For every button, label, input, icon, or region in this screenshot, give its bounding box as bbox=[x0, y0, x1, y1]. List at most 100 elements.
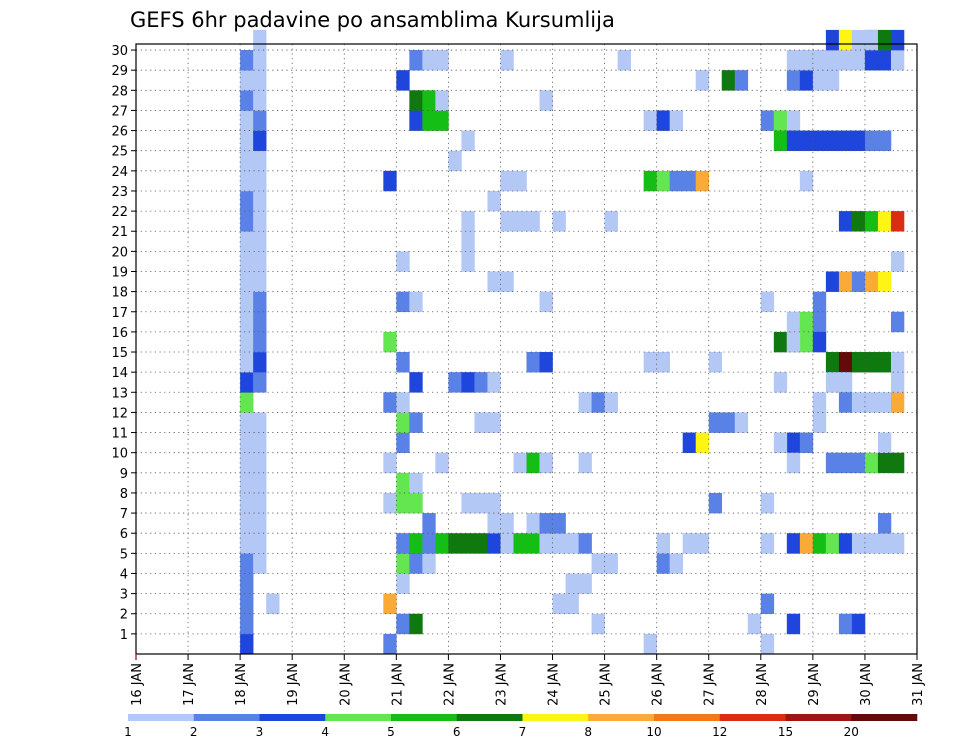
heatmap-cell bbox=[253, 291, 267, 313]
colorbar-label: 5 bbox=[387, 725, 395, 739]
heatmap-cell bbox=[396, 352, 410, 373]
heatmap-cell bbox=[669, 553, 683, 574]
heatmap-cell bbox=[617, 50, 631, 71]
heatmap-cell bbox=[604, 211, 618, 232]
heatmap-cell bbox=[461, 372, 475, 393]
y-tick-label: 13 bbox=[111, 386, 128, 401]
heatmap-cell bbox=[422, 533, 436, 554]
heatmap-cell bbox=[656, 170, 670, 192]
heatmap-cell bbox=[253, 130, 267, 151]
heatmap-cell bbox=[695, 533, 710, 554]
heatmap-cell bbox=[578, 392, 592, 413]
x-tick-label: 23 JAN bbox=[494, 663, 509, 706]
heatmap-cell bbox=[253, 372, 267, 393]
heatmap-cell bbox=[786, 110, 801, 131]
heatmap-cell bbox=[253, 190, 267, 212]
heatmap-cell bbox=[591, 553, 605, 574]
colorbar-label: 10 bbox=[646, 725, 661, 739]
heatmap-cell bbox=[799, 170, 814, 192]
heatmap-cell bbox=[825, 50, 840, 71]
heatmap-cell bbox=[643, 352, 657, 373]
heatmap-cell bbox=[851, 613, 866, 635]
heatmap-cell bbox=[838, 352, 853, 373]
y-tick-label: 27 bbox=[111, 104, 128, 119]
heatmap-cell bbox=[500, 513, 514, 534]
heatmap-cell bbox=[461, 492, 475, 514]
colorbar-swatch bbox=[259, 714, 326, 721]
heatmap-cell bbox=[760, 633, 775, 655]
x-tick-label: 26 JAN bbox=[651, 663, 666, 706]
heatmap-cell bbox=[240, 190, 254, 212]
heatmap-cell bbox=[838, 50, 853, 71]
heatmap-cell bbox=[643, 110, 657, 131]
heatmap-cell bbox=[851, 271, 866, 292]
heatmap-cell bbox=[526, 452, 540, 474]
y-tick-label: 11 bbox=[111, 427, 128, 442]
heatmap-cell bbox=[396, 472, 410, 494]
heatmap-cell bbox=[838, 130, 853, 151]
heatmap-cell bbox=[513, 452, 527, 474]
heatmap-cell bbox=[240, 593, 254, 615]
heatmap-cells bbox=[240, 29, 905, 655]
heatmap-cell bbox=[240, 513, 254, 534]
heatmap-cell bbox=[682, 170, 697, 192]
heatmap-cell bbox=[773, 331, 788, 353]
heatmap-cell bbox=[513, 211, 527, 232]
heatmap-cell bbox=[851, 392, 866, 413]
heatmap-cell bbox=[786, 613, 801, 635]
heatmap-cell bbox=[786, 130, 801, 151]
heatmap-cell bbox=[487, 271, 501, 292]
heatmap-cell bbox=[786, 70, 801, 91]
x-tick-label: 31 JAN bbox=[911, 663, 926, 706]
heatmap-cell bbox=[409, 291, 423, 313]
y-tick-label: 29 bbox=[111, 64, 128, 79]
heatmap-cell bbox=[799, 331, 814, 353]
heatmap-cell bbox=[422, 513, 436, 534]
heatmap-cell bbox=[240, 90, 254, 111]
colorbar-label: 6 bbox=[453, 725, 461, 739]
heatmap-cell bbox=[435, 50, 449, 71]
heatmap-cell bbox=[552, 211, 566, 232]
heatmap-cell bbox=[812, 130, 827, 151]
heatmap-cell bbox=[253, 412, 267, 433]
heatmap-cell bbox=[864, 211, 879, 232]
heatmap-cell bbox=[786, 452, 801, 474]
heatmap-cell bbox=[240, 553, 254, 574]
heatmap-cell bbox=[578, 452, 592, 474]
heatmap-cell bbox=[461, 251, 475, 272]
heatmap-cell bbox=[877, 271, 892, 292]
x-tick-label: 27 JAN bbox=[703, 663, 718, 706]
heatmap-cell bbox=[721, 70, 736, 91]
heatmap-cell bbox=[760, 492, 775, 514]
colorbar-label: 7 bbox=[519, 725, 527, 739]
heatmap-cell bbox=[825, 70, 840, 91]
heatmap-cell bbox=[734, 412, 749, 433]
heatmap-cell bbox=[838, 613, 853, 635]
heatmap-cell bbox=[890, 211, 905, 232]
plot-frame bbox=[135, 43, 918, 655]
heatmap-cell bbox=[487, 513, 501, 534]
heatmap-cell bbox=[240, 110, 254, 131]
heatmap-cell bbox=[409, 472, 423, 494]
heatmap-cell bbox=[734, 70, 749, 91]
heatmap-cell bbox=[240, 170, 254, 192]
heatmap-cell bbox=[786, 50, 801, 71]
heatmap-cell bbox=[708, 352, 723, 373]
heatmap-cell bbox=[500, 50, 514, 71]
colorbar-label: 12 bbox=[712, 725, 727, 739]
heatmap-cell bbox=[786, 311, 801, 333]
y-tick-label: 10 bbox=[111, 447, 128, 462]
y-tick-label: 9 bbox=[120, 467, 128, 482]
heatmap-cell bbox=[812, 412, 827, 433]
heatmap-cell bbox=[890, 311, 905, 333]
heatmap-cell bbox=[825, 452, 840, 474]
heatmap-cell bbox=[747, 613, 762, 635]
heatmap-cell bbox=[799, 50, 814, 71]
heatmap-cell bbox=[786, 533, 801, 554]
heatmap-cell bbox=[396, 70, 410, 91]
heatmap-cell bbox=[864, 352, 879, 373]
x-tick-label: 20 JAN bbox=[338, 663, 353, 706]
y-tick-label: 30 bbox=[111, 44, 128, 59]
y-tick-label: 14 bbox=[111, 366, 128, 381]
heatmap-cell bbox=[786, 432, 801, 453]
